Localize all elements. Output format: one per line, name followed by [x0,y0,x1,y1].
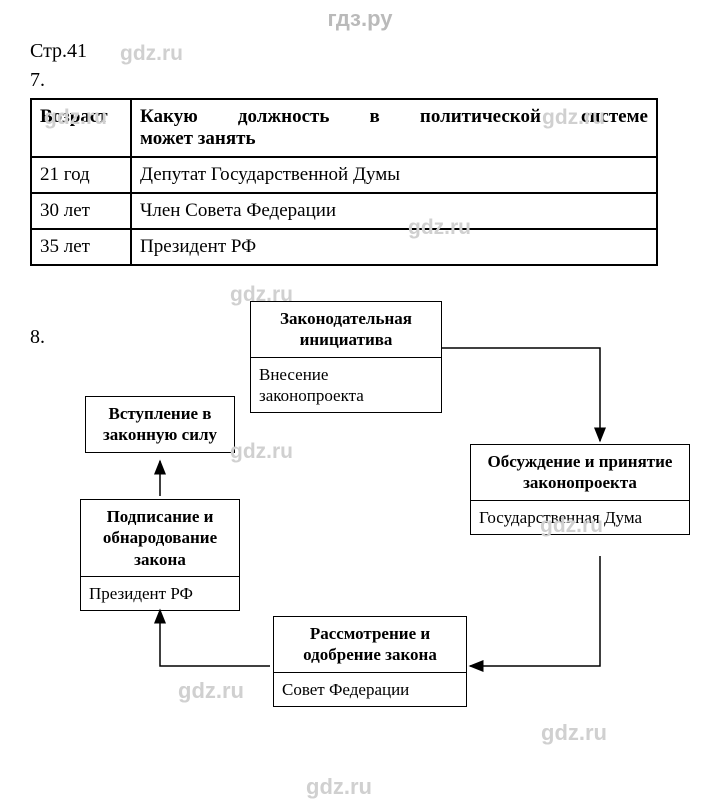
table-header-row: Возраст Какую должность в политической с… [31,99,657,157]
cell-age: 30 лет [31,193,131,229]
cell-age: 35 лет [31,229,131,265]
flowchart-arrows [30,296,690,766]
question-7-label: 7. [30,69,690,92]
header-position-line2: может занять [140,128,648,150]
cell-position: Член Совета Федерации [131,193,657,229]
cell-age: 21 год [31,157,131,193]
age-position-table: Возраст Какую должность в политической с… [30,98,658,266]
cell-position: Президент РФ [131,229,657,265]
page-content: Стр.41 7. Возраст Какую должность в поли… [0,0,720,766]
table-row: 21 год Депутат Государственной Думы [31,157,657,193]
header-position-line1: Какую должность в политической системе [140,106,648,128]
watermark: gdz.ru [306,774,372,800]
page-label: Стр.41 [30,40,690,63]
cell-position: Депутат Государственной Думы [131,157,657,193]
flowchart: 8. Законодательная инициатива Внесение з… [30,296,690,766]
table-row: 30 лет Член Совета Федерации [31,193,657,229]
header-age: Возраст [31,99,131,157]
table-row: 35 лет Президент РФ [31,229,657,265]
header-position: Какую должность в политической системе м… [131,99,657,157]
